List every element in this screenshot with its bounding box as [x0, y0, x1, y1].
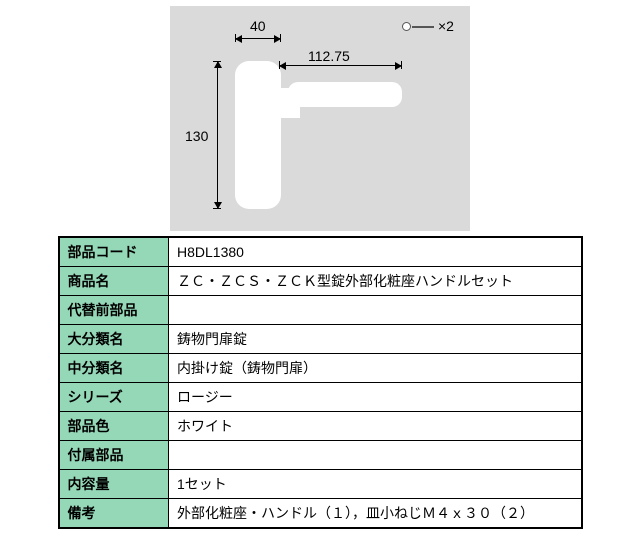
row-label: 大分類名 [59, 325, 169, 354]
row-value: H8DL1380 [169, 237, 582, 267]
table-row: 部品コードH8DL1380 [59, 237, 582, 267]
row-value: ホワイト [169, 412, 582, 441]
dim-width-top: 40 [250, 18, 266, 34]
row-value: ロージー [169, 383, 582, 412]
row-label: 内容量 [59, 470, 169, 499]
row-label: 中分類名 [59, 354, 169, 383]
spec-table: 部品コードH8DL1380商品名ＺＣ・ＺＣＳ・ＺＣＫ型錠外部化粧座ハンドルセット… [58, 236, 583, 529]
table-row: シリーズロージー [59, 383, 582, 412]
row-value: 内掛け錠（鋳物門扉） [169, 354, 582, 383]
dim-line-height [217, 61, 218, 209]
lever-handle [288, 82, 402, 107]
row-value: 鋳物門扉錠 [169, 325, 582, 354]
table-row: 中分類名内掛け錠（鋳物門扉） [59, 354, 582, 383]
table-row: 備考外部化粧座・ハンドル（１），皿小ねじＭ４ｘ３０（２） [59, 499, 582, 529]
row-value: 1セット [169, 470, 582, 499]
row-label: 備考 [59, 499, 169, 529]
row-label: シリーズ [59, 383, 169, 412]
product-diagram: 40 112.75 130 ×2 [170, 6, 470, 231]
row-value: ＺＣ・ＺＣＳ・ＺＣＫ型錠外部化粧座ハンドルセット [169, 267, 582, 296]
screw-qty-label: ×2 [438, 18, 454, 34]
table-row: 代替前部品 [59, 296, 582, 325]
row-value [169, 441, 582, 470]
table-row: 付属部品 [59, 441, 582, 470]
dim-line-lever [279, 65, 402, 66]
table-row: 大分類名鋳物門扉錠 [59, 325, 582, 354]
row-label: 代替前部品 [59, 296, 169, 325]
table-row: 部品色ホワイト [59, 412, 582, 441]
screw-icon [402, 22, 411, 31]
row-value [169, 296, 582, 325]
row-label: 付属部品 [59, 441, 169, 470]
table-row: 内容量1セット [59, 470, 582, 499]
row-label: 部品コード [59, 237, 169, 267]
row-value: 外部化粧座・ハンドル（１），皿小ねじＭ４ｘ３０（２） [169, 499, 582, 529]
dim-width-lever: 112.75 [308, 48, 350, 64]
row-label: 商品名 [59, 267, 169, 296]
row-label: 部品色 [59, 412, 169, 441]
table-row: 商品名ＺＣ・ＺＣＳ・ＺＣＫ型錠外部化粧座ハンドルセット [59, 267, 582, 296]
escutcheon-plate [235, 61, 281, 209]
screw-body [412, 26, 434, 28]
dim-height: 130 [185, 128, 208, 144]
